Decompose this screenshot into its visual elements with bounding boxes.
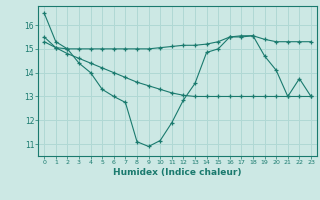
X-axis label: Humidex (Indice chaleur): Humidex (Indice chaleur): [113, 168, 242, 177]
